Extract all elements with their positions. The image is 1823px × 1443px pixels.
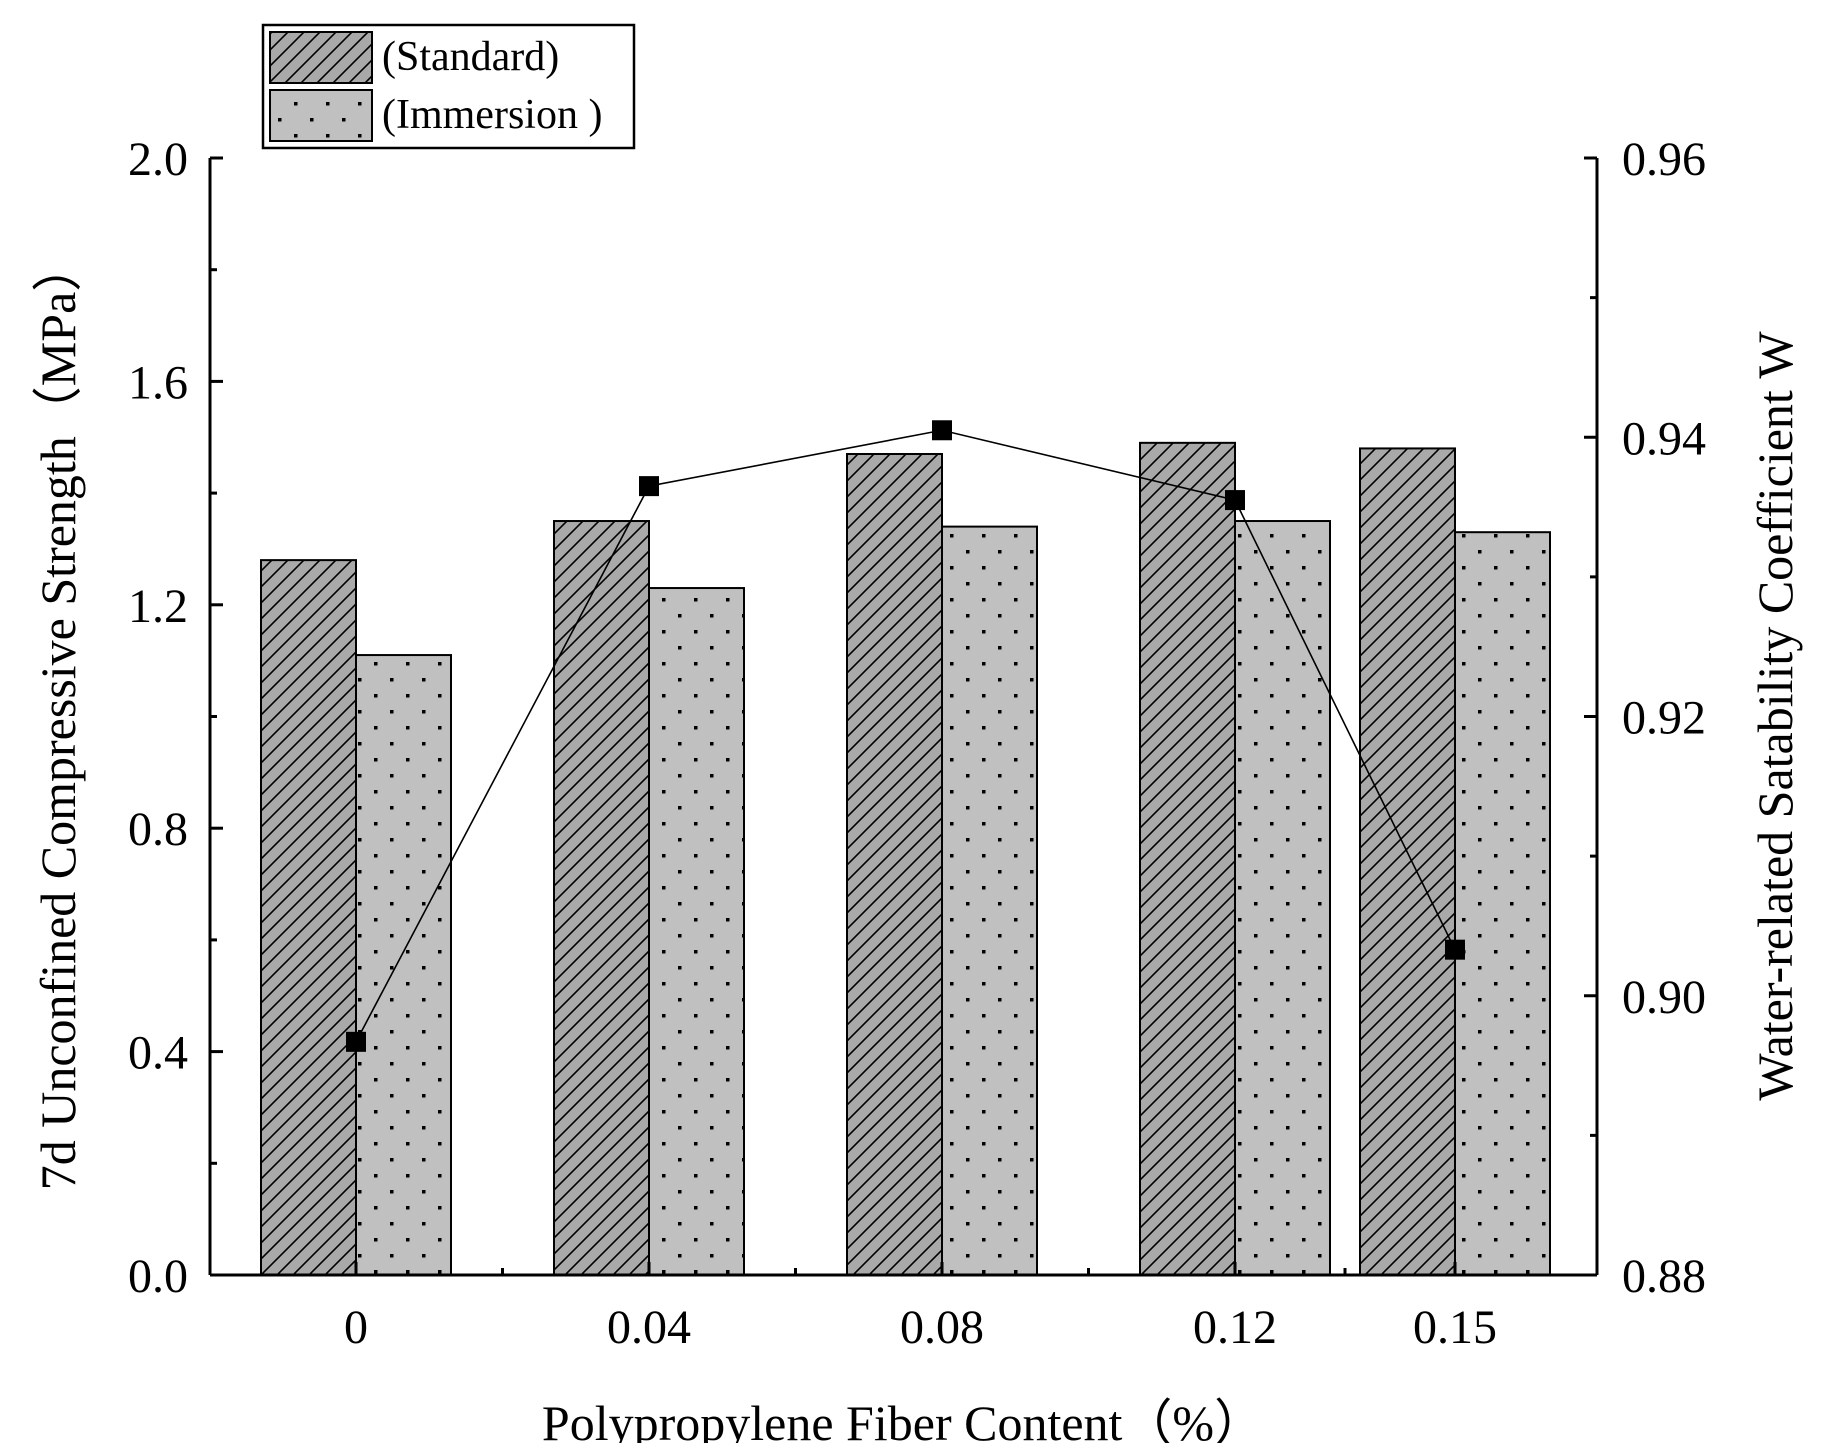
legend-swatch-immersion [269,89,373,142]
right-tick-label: 0.96 [1622,133,1706,186]
bar-immersion-3 [1234,520,1331,1276]
right-tick-label: 0.90 [1622,971,1706,1024]
left-y-ticks: 0.0 0.4 0.8 1.2 1.6 2.0 [128,133,223,1303]
x-tick-label: 0.15 [1413,1301,1497,1354]
w-marker-2 [932,420,952,441]
left-tick-label: 1.2 [128,580,188,633]
x-ticks: 0 0.04 0.08 0.12 0.15 [344,1262,1497,1354]
left-tick-label: 0.4 [128,1027,188,1080]
x-axis-title: Polypropylene Fiber Content（%） [542,1395,1264,1443]
y2-axis-title: Water-related Satability Coefficient W [1747,331,1803,1101]
w-marker-1 [639,476,659,497]
bar-standard-4 [1359,447,1456,1277]
x-tick-label: 0 [344,1301,368,1354]
legend-swatch-standard [269,31,373,84]
left-tick-label: 1.6 [128,356,188,409]
bar-immersion-1 [648,587,745,1276]
y-axis-title: 7d Unconfined Compressive Strength（MPa） [30,242,86,1191]
left-tick-label: 2.0 [128,133,188,186]
legend-label-immersion: (Immersion ) [382,92,602,138]
bar-standard-2 [846,453,943,1276]
x-tick-label: 0.08 [900,1301,984,1354]
line-layer [346,420,1465,1052]
legend-label-standard: (Standard) [382,34,559,80]
left-tick-label: 0.0 [128,1250,188,1303]
w-marker-0 [346,1031,366,1052]
right-tick-label: 0.92 [1622,692,1706,745]
bar-standard-3 [1139,441,1236,1276]
w-marker-3 [1225,490,1245,511]
bar-standard-1 [553,520,650,1276]
right-tick-label: 0.88 [1622,1250,1706,1303]
right-tick-label: 0.94 [1622,412,1706,465]
bars-layer [260,441,1551,1277]
w-marker-4 [1445,939,1465,960]
bar-standard-0 [260,559,357,1276]
x-tick-label: 0.04 [607,1301,691,1354]
bar-immersion-2 [941,525,1038,1276]
bar-immersion-0 [355,654,452,1276]
right-y-ticks: 0.88 0.90 0.92 0.94 0.96 [1584,133,1706,1303]
bar-immersion-4 [1454,531,1551,1276]
x-tick-label: 0.12 [1193,1301,1277,1354]
legend: (Standard) (Immersion ) [261,23,636,150]
left-tick-label: 0.8 [128,803,188,856]
